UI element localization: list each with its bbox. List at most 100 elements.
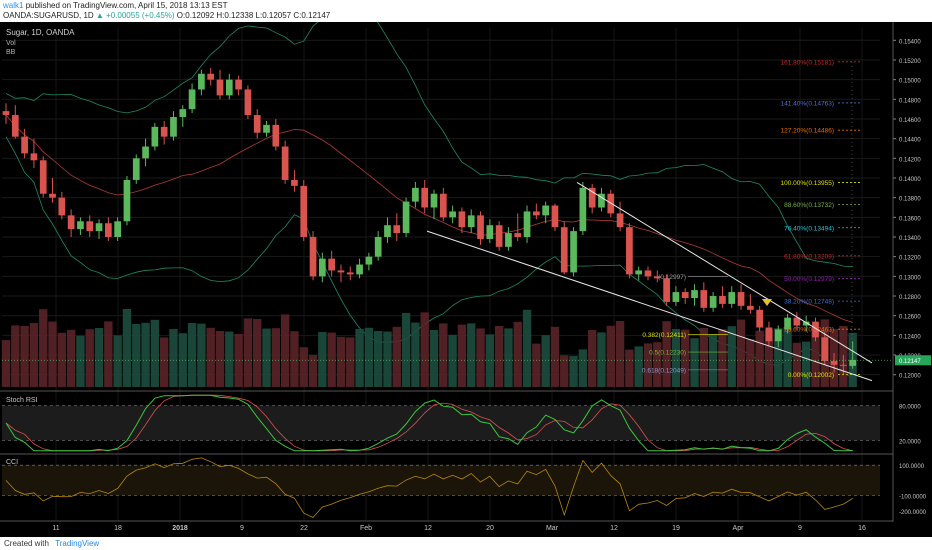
lower-trend-line bbox=[426, 230, 873, 382]
candle-body bbox=[458, 211, 466, 228]
volume-bar bbox=[290, 331, 299, 387]
candle-body bbox=[449, 211, 456, 218]
time-tick-label: 19 bbox=[672, 525, 680, 532]
candles bbox=[2, 67, 857, 375]
symbol-line: OANDA:SUGARUSD, 1D ▲ +0.00055 (+0.45%) O… bbox=[3, 11, 330, 20]
publish-line: walk1 published on TradingView.com, Apri… bbox=[3, 1, 227, 10]
volume-bar bbox=[76, 335, 85, 387]
fibonacci-levels: 161.80%(0.15181) 141.40%(0.14763) 127.20%(… bbox=[642, 59, 862, 379]
price-change: ▲ +0.00055 (+0.45%) bbox=[95, 11, 175, 20]
ohlc-values: O:0.12092 H:0.12338 L:0.12057 C:0.12147 bbox=[176, 11, 331, 20]
candle-body bbox=[21, 136, 28, 154]
candle-body bbox=[39, 160, 47, 194]
price-chart[interactable]: 161.80%(0.15181) 141.40%(0.14763) 127.20%(… bbox=[0, 22, 932, 537]
volume-bar bbox=[401, 313, 411, 387]
cci-title: CCI bbox=[6, 459, 18, 466]
candle-body bbox=[77, 221, 84, 230]
volume-bar bbox=[197, 323, 206, 387]
indicator-vol: Vol bbox=[6, 40, 16, 47]
volume-bar bbox=[783, 327, 792, 387]
candle-body bbox=[179, 109, 187, 118]
candle-body bbox=[588, 187, 596, 208]
volume-bar bbox=[420, 312, 429, 387]
retracement-label: (0.12997) bbox=[658, 274, 686, 281]
candle-body bbox=[812, 321, 819, 338]
chart-title: Sugar, 1D, OANDA bbox=[6, 28, 75, 37]
volume-bar bbox=[336, 336, 346, 387]
candle-body bbox=[2, 111, 10, 116]
volume-bar bbox=[532, 343, 541, 387]
volume-bar bbox=[150, 319, 160, 387]
volume-bar bbox=[141, 322, 150, 387]
time-tick-label: 12 bbox=[424, 525, 432, 532]
symbol-name: OANDA:SUGARUSD, 1D bbox=[3, 11, 94, 20]
volume-bar bbox=[774, 328, 783, 387]
candle-body bbox=[337, 270, 345, 273]
volume-bar bbox=[29, 323, 39, 387]
volume-bar bbox=[494, 326, 504, 387]
volume-bar bbox=[746, 339, 755, 387]
volume-bar bbox=[215, 331, 225, 387]
fib-level-label: 23.60%(0.12463) bbox=[784, 327, 834, 334]
price-tick-label: 0.14800 bbox=[899, 98, 921, 104]
candle-body bbox=[616, 213, 624, 228]
volume-bar bbox=[513, 321, 522, 387]
candle-body bbox=[170, 117, 177, 137]
volume-bar bbox=[811, 331, 820, 387]
volume-bar bbox=[373, 331, 383, 387]
volume-bar bbox=[587, 330, 597, 387]
volume-bar bbox=[755, 330, 764, 387]
volume-bar bbox=[364, 327, 374, 387]
volume-bar bbox=[801, 341, 811, 387]
candle-body bbox=[551, 205, 559, 228]
candle-body bbox=[49, 193, 56, 198]
price-tick-label: 0.15000 bbox=[899, 79, 921, 85]
candle-body bbox=[663, 278, 670, 302]
volume-bar bbox=[690, 338, 699, 387]
candle-body bbox=[756, 309, 764, 328]
candle-body bbox=[235, 79, 242, 90]
tradingview-logo[interactable]: TradingView bbox=[55, 539, 100, 548]
fib-level-label: 127.20%(0.14486) bbox=[781, 128, 835, 135]
last-price-tag bbox=[895, 355, 931, 366]
volume-bar bbox=[411, 322, 420, 387]
fib-level-label: 61.80%(0.13209) bbox=[784, 253, 834, 260]
candle-body bbox=[821, 337, 829, 361]
cci-line bbox=[5, 457, 853, 518]
cci-tick-label: -200.0000 bbox=[899, 510, 927, 516]
volume-bar bbox=[736, 319, 746, 387]
price-tick-label: 0.13800 bbox=[899, 197, 921, 203]
candle-body bbox=[30, 153, 38, 161]
price-tick-label: 0.15200 bbox=[899, 59, 921, 65]
fib-level-label: 141.40%(0.14763) bbox=[781, 100, 835, 107]
volume-bar bbox=[560, 355, 569, 387]
candle-body bbox=[132, 158, 140, 180]
candle-body bbox=[123, 179, 131, 222]
candle-body bbox=[374, 237, 382, 257]
price-tick-label: 0.12600 bbox=[899, 315, 921, 321]
volume-bar bbox=[643, 343, 653, 387]
candle-body bbox=[216, 79, 224, 96]
candle-body bbox=[830, 360, 838, 365]
price-tick-label: 0.12000 bbox=[899, 374, 921, 380]
author-link[interactable]: walk1 bbox=[3, 1, 24, 10]
price-axis: 0.15400 0.15200 0.15000 0.14800 0.14600 0.144… bbox=[2, 22, 931, 522]
price-tick-label: 0.13400 bbox=[899, 236, 921, 242]
stoch-band bbox=[2, 405, 880, 441]
candle-body bbox=[784, 317, 791, 330]
volume-bar bbox=[132, 324, 141, 387]
volume-bar bbox=[569, 356, 578, 387]
volume-bar bbox=[346, 337, 355, 387]
volume-bar bbox=[662, 321, 671, 387]
candle-body bbox=[160, 126, 168, 137]
trend-lines bbox=[426, 181, 873, 382]
candle-body bbox=[402, 201, 410, 234]
volume-bar bbox=[439, 323, 448, 387]
volume-bar bbox=[271, 328, 281, 387]
fib-level-label: 100.00%(0.13955) bbox=[781, 180, 835, 187]
volume-bar bbox=[48, 321, 57, 387]
volume-bar bbox=[764, 329, 774, 387]
cci-tick-label: -100.0000 bbox=[899, 495, 927, 501]
volume-bar bbox=[504, 328, 513, 387]
volume-bar bbox=[104, 321, 113, 387]
